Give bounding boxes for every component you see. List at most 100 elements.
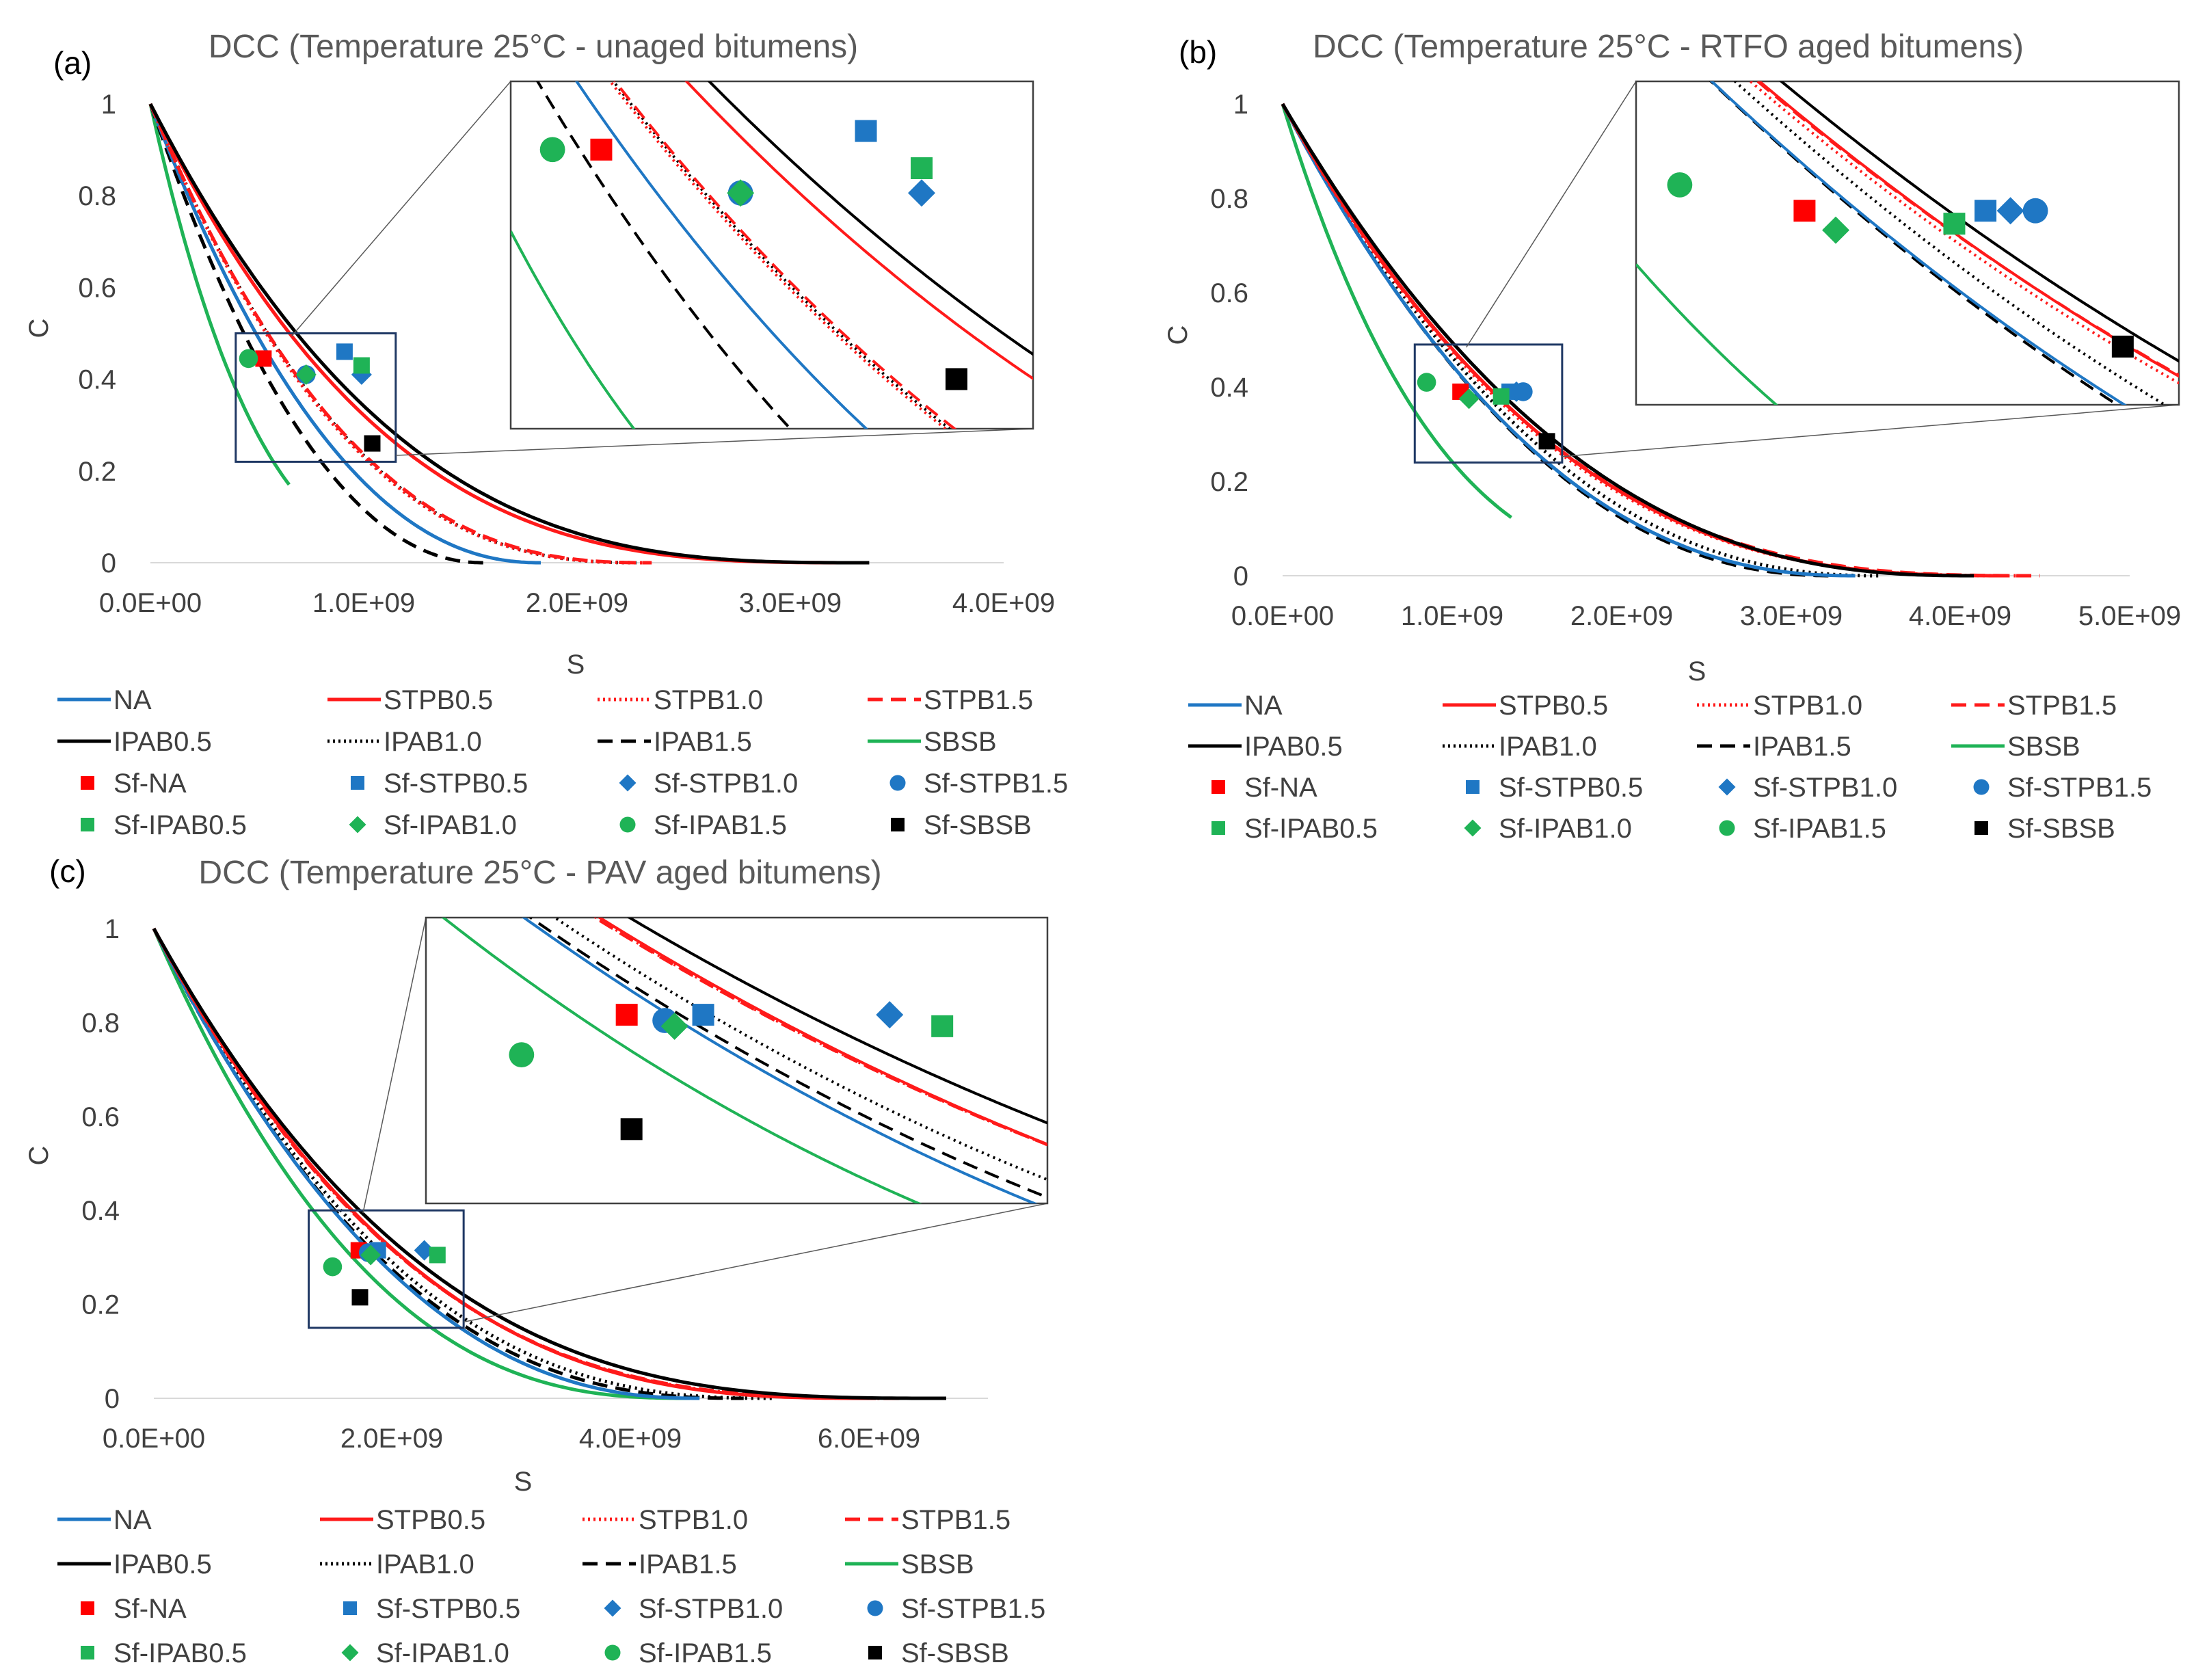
legend-label: STPB0.5 bbox=[376, 1505, 485, 1535]
legend-entry-Sf-STPB1.5: Sf-STPB1.5 bbox=[1973, 773, 2152, 803]
inset-curve-NA bbox=[574, 81, 868, 429]
legend-entry-Sf-IPAB0.5: Sf-IPAB0.5 bbox=[81, 810, 247, 840]
legend-label: STPB1.5 bbox=[924, 685, 1033, 715]
legend-label: Sf-STPB1.0 bbox=[654, 769, 798, 799]
legend-label: Sf-IPAB1.5 bbox=[654, 810, 787, 840]
legend-label: IPAB1.5 bbox=[1753, 732, 1851, 762]
point-Sf-IPAB0.5 bbox=[1492, 388, 1510, 405]
legend-marker bbox=[341, 1644, 359, 1662]
y-tick-label: 0.2 bbox=[1210, 467, 1248, 497]
legend-entry-Sf-STPB0.5: Sf-STPB0.5 bbox=[1466, 773, 1643, 803]
y-tick-label: 0.2 bbox=[81, 1290, 120, 1320]
legend-marker bbox=[1211, 780, 1225, 794]
legend-entry-Sf-STPB1.5: Sf-STPB1.5 bbox=[889, 769, 1068, 799]
x-tick-label: 4.0E+09 bbox=[579, 1424, 682, 1454]
inset-point-Sf-STPB1.0 bbox=[1996, 197, 2024, 225]
legend-marker bbox=[81, 1646, 94, 1659]
zoom-connector bbox=[463, 1203, 1048, 1323]
legend-entry-Sf-STPB1.0: Sf-STPB1.0 bbox=[619, 769, 798, 799]
legend-marker bbox=[1974, 821, 1988, 835]
legend-entry-STPB1.5: STPB1.5 bbox=[868, 685, 1033, 715]
legend-entry-SBSB: SBSB bbox=[1951, 732, 2080, 762]
legend-label: Sf-STPB0.5 bbox=[376, 1594, 520, 1624]
legend-entry-Sf-STPB0.5: Sf-STPB0.5 bbox=[343, 1594, 520, 1624]
legend-entry-STPB0.5: STPB0.5 bbox=[1443, 691, 1608, 721]
curve-SBSB bbox=[1281, 103, 1513, 519]
inset-curve-IPAB1.5 bbox=[528, 918, 1047, 1199]
legend-marker bbox=[1466, 780, 1480, 794]
inset-curve-IPAB0.5 bbox=[1779, 81, 2179, 363]
legend-label: Sf-STPB1.0 bbox=[639, 1594, 783, 1624]
y-tick-label: 0.6 bbox=[78, 273, 116, 303]
legend-marker bbox=[891, 818, 905, 831]
curve-SBSB bbox=[152, 927, 691, 1400]
legend-marker bbox=[868, 1646, 882, 1659]
panel-b-axes: 0 0.2 0.4 0.6 0.8 1 0.0E+00 1.0E+09 2.0E+09 3.0E+… bbox=[1210, 90, 2181, 631]
panel-c-zoom-inset bbox=[308, 916, 1049, 1329]
inset-curve-NA bbox=[1709, 81, 2128, 405]
zoom-box bbox=[308, 1209, 465, 1329]
panel-c-legend: NA STPB0.5 STPB1.0 STPB1.5 IPAB0.5 IPAB1.0 IPA… bbox=[57, 1505, 1045, 1668]
point-Sf-IPAB1.0 bbox=[360, 1244, 381, 1266]
panel-c-x-label: S bbox=[514, 1467, 533, 1497]
panel-c-y-label: C bbox=[24, 1146, 54, 1166]
legend-marker bbox=[604, 1644, 621, 1661]
legend-entry-IPAB0.5: IPAB0.5 bbox=[1188, 732, 1343, 762]
inset-point-Sf-STPB0.5 bbox=[1974, 200, 1997, 222]
y-tick-label: 0 bbox=[105, 1384, 120, 1414]
legend-entry-Sf-IPAB1.0: Sf-IPAB1.0 bbox=[349, 810, 517, 840]
legend-label: Sf-SBSB bbox=[924, 810, 1032, 840]
curve-STPB0.5 bbox=[152, 927, 875, 1400]
legend-entry-Sf-IPAB1.0: Sf-IPAB1.0 bbox=[341, 1638, 509, 1668]
inset-curve-STPB0.5 bbox=[597, 918, 1047, 1146]
legend-entry-Sf-SBSB: Sf-SBSB bbox=[868, 1638, 1009, 1668]
x-tick-label: 0.0E+00 bbox=[99, 588, 202, 618]
legend-label: Sf-NA bbox=[1244, 773, 1317, 803]
legend-label: Sf-STPB1.5 bbox=[901, 1594, 1045, 1624]
panel-c-axes: 0 0.2 0.4 0.6 0.8 1 0.0E+00 2.0E+09 4.0E+09 6.0E+… bbox=[81, 914, 988, 1454]
legend-label: NA bbox=[1244, 691, 1283, 721]
y-tick-label: 0.2 bbox=[78, 457, 116, 487]
inset-curve-IPAB0.5 bbox=[626, 918, 1047, 1125]
legend-marker bbox=[604, 1599, 621, 1617]
legend-entry-STPB1.0: STPB1.0 bbox=[583, 1505, 748, 1535]
legend-label: Sf-IPAB1.0 bbox=[376, 1638, 509, 1668]
zoom-connector bbox=[395, 428, 1034, 456]
legend-marker bbox=[349, 816, 366, 834]
legend-entry-Sf-STPB1.0: Sf-STPB1.0 bbox=[604, 1594, 783, 1624]
y-tick-label: 0.8 bbox=[81, 1008, 120, 1038]
inset-curve-NA bbox=[521, 918, 1039, 1203]
legend-label: Sf-IPAB1.0 bbox=[384, 810, 517, 840]
panel-b-legend: NA STPB0.5 STPB1.0 STPB1.5 IPAB0.5 IPAB1.0 IPA… bbox=[1188, 691, 2152, 844]
point-Sf-IPAB1.0 bbox=[295, 364, 317, 385]
legend-label: Sf-IPAB1.5 bbox=[1753, 814, 1886, 844]
x-tick-label: 1.0E+09 bbox=[312, 588, 415, 618]
inset-point-Sf-NA bbox=[590, 138, 613, 161]
legend-label: Sf-STPB1.5 bbox=[924, 769, 1068, 799]
inset-curve-IPAB1.5 bbox=[535, 81, 792, 429]
zoom-connector bbox=[362, 917, 427, 1214]
legend-entry-IPAB1.0: IPAB1.0 bbox=[320, 1549, 474, 1579]
panel-b-curves bbox=[1281, 103, 2040, 578]
inset-point-Sf-STPB0.5 bbox=[692, 1004, 714, 1026]
panel-c-title: DCC (Temperature 25°C - PAV aged bitumen… bbox=[198, 855, 881, 891]
legend-label: NA bbox=[113, 1505, 152, 1535]
inset-content bbox=[511, 81, 1033, 429]
inset-point-Sf-IPAB1.5 bbox=[1667, 172, 1693, 198]
inset-curve-STPB1.0 bbox=[608, 81, 948, 429]
legend-marker bbox=[619, 774, 637, 792]
legend-entry-Sf-IPAB1.5: Sf-IPAB1.5 bbox=[619, 810, 787, 840]
legend-entry-STPB0.5: STPB0.5 bbox=[320, 1505, 485, 1535]
inset-curve-IPAB1.5 bbox=[1709, 81, 2120, 405]
legend-marker bbox=[81, 776, 94, 790]
legend-label: IPAB1.0 bbox=[384, 727, 482, 757]
y-tick-label: 0 bbox=[1233, 561, 1248, 591]
inset-point-Sf-SBSB bbox=[945, 368, 967, 390]
panel-b-title: DCC (Temperature 25°C - RTFO aged bitume… bbox=[1313, 29, 2024, 65]
legend-marker bbox=[343, 1601, 357, 1615]
legend-label: STPB1.0 bbox=[1753, 691, 1862, 721]
legend-label: STPB1.0 bbox=[639, 1505, 748, 1535]
panel-b-label: (b) bbox=[1179, 34, 1217, 70]
inset-curve-SBSB bbox=[511, 230, 636, 429]
legend-label: Sf-STPB0.5 bbox=[384, 769, 528, 799]
